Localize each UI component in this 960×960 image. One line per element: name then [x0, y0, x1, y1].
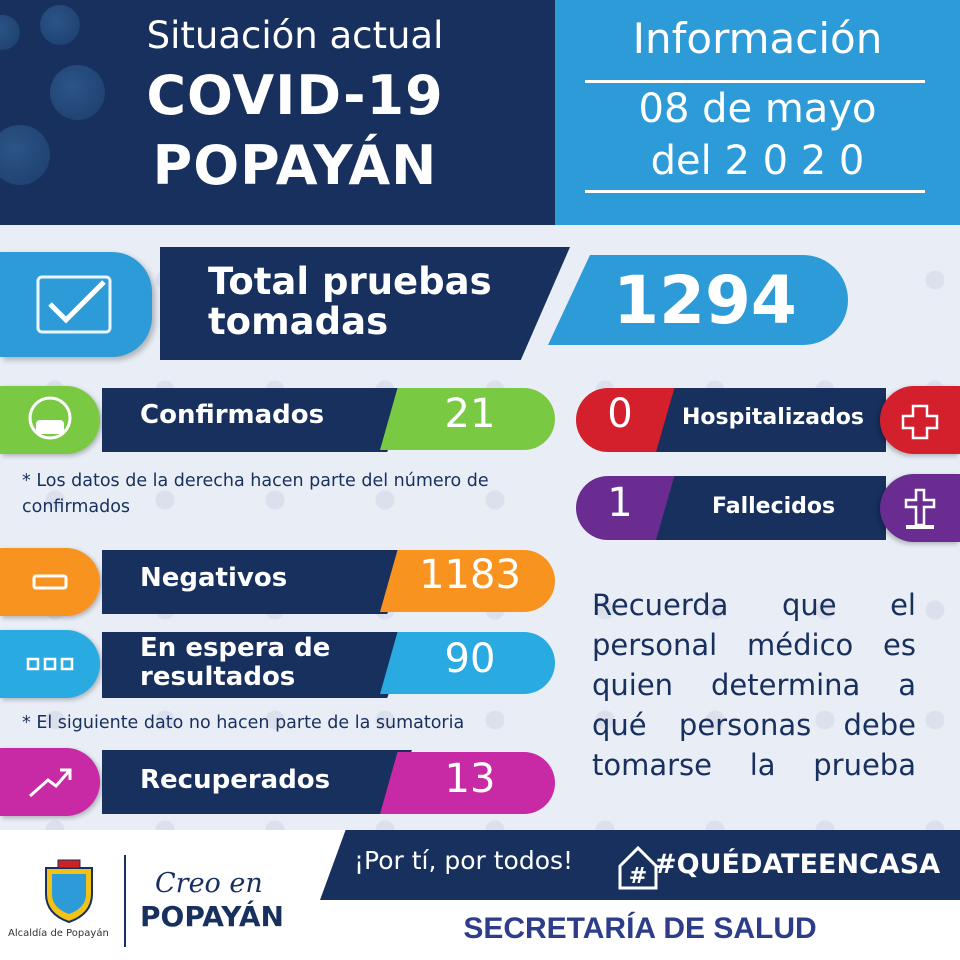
negativos-value-box — [380, 550, 555, 612]
header-title: COVID-19 — [146, 64, 444, 127]
recuperados-band — [102, 750, 412, 814]
confirmados-value-box — [380, 388, 555, 450]
confirmados-band — [102, 388, 412, 452]
recuperados-value-box — [380, 752, 555, 814]
espera-label-line1: En espera de — [140, 633, 331, 663]
total-icon-box — [0, 252, 152, 357]
negativos-icon-box — [0, 548, 100, 616]
negativos-label: Negativos — [140, 563, 288, 593]
shield-icon — [45, 859, 93, 924]
negativos-band — [102, 550, 412, 614]
espera-value-box — [380, 632, 555, 694]
recuperados-icon-box — [0, 748, 100, 816]
fallecidos-value: 1 — [607, 480, 633, 526]
check-icon — [36, 275, 112, 334]
alcaldia-text: Alcaldía de Popayán — [8, 928, 109, 939]
espera-label: En espera de resultados — [140, 634, 330, 692]
virus-icon — [40, 5, 80, 45]
virus-icon — [0, 15, 20, 50]
recuperados-label: Recuperados — [140, 765, 331, 795]
virus-icon — [50, 65, 105, 120]
secretaria-text: SECRETARÍA DE SALUD — [463, 912, 817, 945]
divider-line — [585, 80, 925, 83]
header-subtitle: Situación actual — [146, 14, 444, 57]
confirmados-icon-box — [0, 386, 100, 454]
ellipsis-icon — [26, 657, 74, 671]
slogan-text: ¡Por tí, por todos! — [354, 846, 574, 875]
date-line2: del 2 0 2 0 — [650, 138, 865, 184]
virus-icon — [0, 125, 50, 185]
reminder-text: Recuerda que el personal médico es quien… — [592, 588, 916, 782]
hashtag-box: # — [616, 840, 946, 892]
hashtag-text: #QUÉDATEENCASA — [654, 849, 941, 880]
header-right-panel — [555, 0, 960, 225]
fallecidos-label: Fallecidos — [712, 494, 836, 519]
trend-up-icon — [29, 768, 72, 798]
plus-cross-icon — [901, 404, 939, 440]
note-right-data: * Los datos de la derecha hacen parte de… — [22, 471, 489, 517]
confirmados-value: 21 — [444, 391, 496, 437]
hospitalizados-band — [656, 388, 886, 452]
note-sumatoria: * El siguiente dato no hacen parte de la… — [22, 713, 465, 733]
popayan-logo-text: POPAYÁN — [140, 900, 284, 933]
minus-icon — [32, 574, 68, 590]
info-title: Información — [632, 14, 883, 63]
fallecidos-band — [656, 476, 886, 540]
total-label-line1: Total pruebas — [208, 260, 492, 303]
confirmados-label: Confirmados — [140, 400, 325, 430]
espera-icon-box — [0, 630, 100, 698]
hospitalizados-value: 0 — [607, 391, 633, 437]
fallecidos-icon-box — [880, 474, 960, 542]
total-label: Total pruebas tomadas — [208, 262, 492, 342]
creo-en-text: Creo en — [155, 868, 263, 899]
hospitalizados-label: Hospitalizados — [682, 405, 864, 430]
divider-line — [585, 190, 925, 193]
footer-divider — [124, 855, 126, 947]
total-label-line2: tomadas — [208, 300, 389, 343]
cross-grave-icon — [904, 488, 936, 529]
coat-of-arms-logo — [38, 858, 100, 924]
negativos-value: 1183 — [419, 552, 521, 598]
total-label-band — [160, 247, 570, 360]
total-value-box — [548, 255, 848, 345]
svg-text:#: # — [629, 864, 647, 889]
header-city: POPAYÁN — [152, 134, 438, 197]
espera-band — [102, 632, 412, 698]
espera-label-line2: resultados — [140, 662, 296, 692]
mask-face-icon — [28, 396, 72, 440]
recuperados-value: 13 — [444, 756, 496, 802]
hospitalizados-icon-box — [880, 386, 960, 454]
date-line1: 08 de mayo — [638, 86, 877, 132]
total-value: 1294 — [613, 262, 797, 339]
espera-value: 90 — [444, 636, 496, 682]
house-icon: # — [618, 845, 658, 890]
